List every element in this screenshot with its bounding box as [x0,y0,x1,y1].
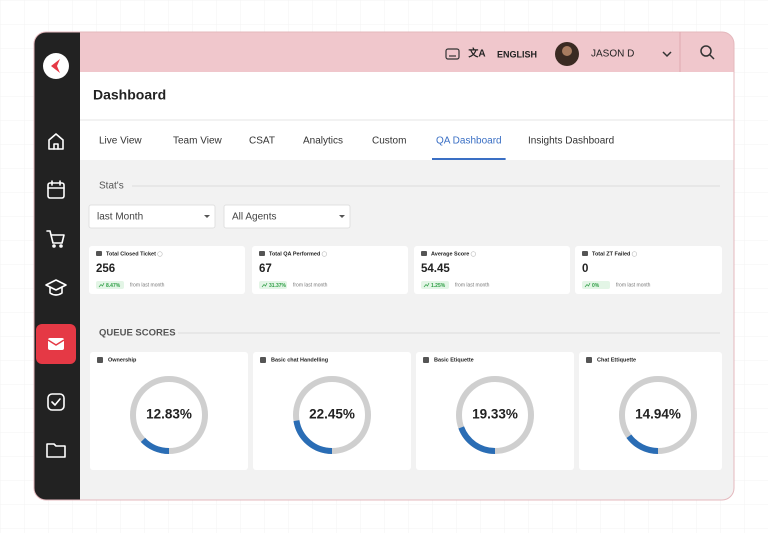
score-label: Basic chat Handelling [271,357,328,363]
tab[interactable]: QA Dashboard [436,136,502,147]
score-value: 19.33% [472,407,518,422]
translate-icon[interactable]: 文A [468,47,485,60]
user-name[interactable]: JASON D [591,49,634,60]
tab[interactable]: Insights Dashboard [528,136,614,147]
nav-tasks[interactable] [47,393,65,411]
score-value: 14.94% [635,407,681,422]
change-note: from last month [293,282,328,288]
gauge-arc [619,376,697,454]
trend-icon [584,282,591,288]
sidebar [34,32,80,500]
change-note: from last month [455,282,490,288]
page-title: Dashboard [93,87,166,103]
stat-value: 256 [96,263,115,275]
user-chevron[interactable] [662,51,672,58]
change-value: 1.25% [431,283,446,289]
change-badge [421,281,449,289]
change-badge [96,281,124,289]
section-title: Stat's [99,181,124,192]
dropdown[interactable] [88,204,216,229]
tab[interactable]: Analytics [303,136,343,147]
nav-folder[interactable] [46,443,66,458]
card-icon [259,251,265,256]
info-icon [157,251,163,257]
change-value: 0% [592,283,600,289]
tab[interactable]: Team View [173,136,223,147]
logo-mark [51,59,60,73]
nav-home[interactable] [48,133,64,150]
score-value: 22.45% [309,407,355,422]
nav-cart[interactable] [46,230,65,248]
card-icon [260,357,266,363]
nav-calendar[interactable] [47,180,65,199]
tab[interactable]: Live View [99,136,142,147]
avatar-face [562,46,572,56]
info-icon [321,251,327,257]
change-value: 31.37% [269,283,287,289]
top-bar [80,32,734,72]
score-label: Ownership [108,357,137,363]
dropdown-value: last Month [97,212,143,223]
info-icon [631,251,638,257]
change-value: 8.47% [106,283,121,289]
stat-card [252,246,408,294]
score-card [416,352,574,470]
keyboard-icon[interactable] [445,48,460,60]
tab[interactable]: CSAT [249,136,275,147]
nav-mail[interactable] [47,338,65,350]
frame-border [33,31,735,501]
section-title: QUEUE SCORES [99,328,176,339]
nav-learning[interactable] [45,279,67,296]
tab-underline [432,158,506,160]
stat-card [414,246,570,294]
score-label: Chat Ettiquette [597,357,636,363]
dropdown-arrow [339,215,345,218]
language[interactable]: ENGLISH [497,49,537,59]
stat-value: 54.45 [421,263,450,275]
header [80,72,734,160]
card-icon [423,357,429,363]
search-icon[interactable] [700,45,715,60]
score-card [253,352,411,470]
dropdown[interactable] [223,204,351,229]
change-badge [259,281,287,289]
stat-label: Total QA Performed [269,251,320,257]
stat-card [575,246,722,294]
score-value: 12.83% [146,407,192,422]
info-icon [470,251,476,257]
stat-card [89,246,245,294]
change-note: from last month [616,282,651,288]
card-icon [586,357,592,363]
change-note: from last month [130,282,165,288]
stat-label: Total Closed Ticket [106,251,156,257]
trend-icon [261,282,268,288]
gauge-arc [456,376,534,454]
card-icon [96,251,102,256]
tab[interactable]: Custom [372,136,406,147]
gauge-arc [293,376,371,454]
trend-icon [423,282,430,288]
trend-icon [98,282,105,288]
gauge-arc [130,376,208,454]
score-card [90,352,248,470]
card-icon [421,251,427,256]
card-icon [582,251,588,256]
stat-label: Average Score [431,251,469,257]
card-icon [97,357,103,363]
stat-label: Total ZT Failed [592,251,630,257]
stat-value: 67 [259,263,272,275]
change-badge [582,281,610,289]
score-label: Basic Etiquette [434,357,474,363]
stat-value: 0 [582,263,588,275]
dropdown-value: All Agents [232,212,276,223]
dropdown-arrow [204,215,210,218]
